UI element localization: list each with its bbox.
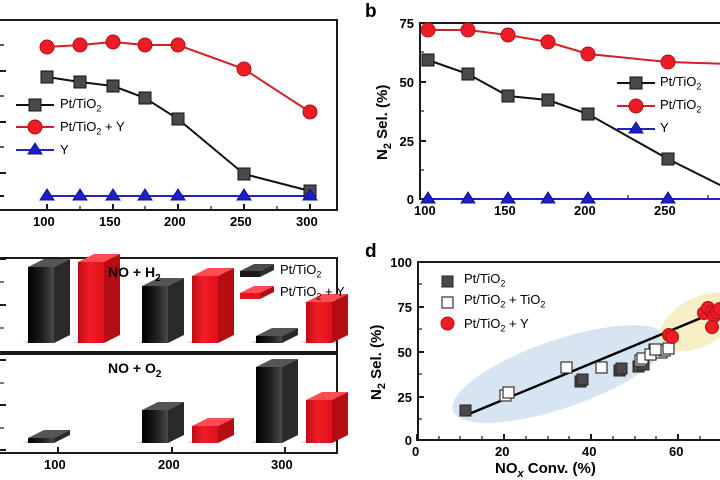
panel-a-legend-marks (16, 99, 54, 154)
panel-a-xtick-0: 100 (33, 214, 55, 229)
panel-d-y-ticks (417, 262, 424, 440)
panel-c-legend-item-1: Pt/TiO2 + Y (280, 284, 345, 302)
panel-c-bar-h2-dark-100 (28, 259, 70, 343)
panel-b-legend-item-2: Y (660, 120, 669, 135)
panel-c-bar-h2-dark-300 (256, 328, 298, 343)
panel-d-xtick-3: 60 (669, 444, 683, 459)
panel-a-y-ticks (0, 20, 6, 196)
panel-b-legend-item-0: Pt/TiO2 (660, 74, 701, 92)
panel-d-y-axis-title: N2 Sel. (%) (368, 325, 388, 400)
panel-b-xtick-2: 200 (574, 203, 596, 218)
panel-a-xtick-3: 250 (230, 214, 252, 229)
panel-d-xtick-0: 0 (412, 444, 419, 459)
panel-b-legend-item-1: Pt/TiO2 (660, 97, 701, 115)
panel-b-markers-blue (421, 192, 675, 203)
panel-b-legend-marks (617, 77, 655, 133)
panel-b-xtick-3: 250 (654, 203, 676, 218)
panel-c-xtick-1: 200 (158, 457, 180, 472)
panel-a-legend-item-1: Pt/TiO2 + Y (60, 119, 125, 137)
panel-c-annotation-o2: NO + O2 (108, 360, 161, 380)
panel-a-xtick-2: 200 (164, 214, 186, 229)
panel-d-ytick-0: 0 (376, 433, 412, 448)
panel-c-legend-item-0: Pt/TiO2 (280, 262, 321, 280)
panel-c: NO + H2 NO + O2 Pt/TiO2 Pt/TiO2 + Y 100 … (0, 240, 360, 479)
panel-c-bar-h2-red-200 (192, 268, 234, 343)
panel-b-ytick-0: 0 (384, 192, 414, 207)
panel-a-y-minor-ticks (0, 45, 4, 147)
panel-d-legend-item-2: Pt/TiO2 + Y (464, 316, 529, 334)
panel-c-x-ticks (58, 447, 285, 454)
panel-d-legend-marks (441, 276, 454, 330)
panel-c-bar-h2-dark-200 (142, 278, 184, 343)
panel-a-legend-item-0: Pt/TiO2 (60, 96, 101, 114)
panel-a-legend-item-2: Y (60, 142, 69, 157)
panel-d-ytick-3: 75 (376, 300, 412, 315)
panel-b-y-minor-ticks (419, 52, 424, 170)
panel-d: d (360, 240, 720, 479)
panel-d-legend-item-0: Pt/TiO2 (464, 271, 505, 289)
panel-d-xtick-2: 40 (582, 444, 596, 459)
panel-d-x-axis-title: NOx Conv. (%) (495, 460, 596, 480)
panel-b-y-axis-title: N2 Sel. (%) (374, 85, 394, 160)
panel-b-xtick-1: 150 (494, 203, 516, 218)
panel-c-annotation-h2: NO + H2 (108, 264, 161, 284)
panel-c-bar-o2-dark-100 (28, 430, 70, 443)
panel-d-xtick-1: 20 (495, 444, 509, 459)
panel-b-xtick-0: 100 (414, 203, 436, 218)
panel-b: b (360, 0, 720, 240)
panel-d-legend-item-1: Pt/TiO2 + TiO2 (464, 292, 545, 310)
panel-c-xtick-2: 300 (271, 457, 293, 472)
panel-a-markers-blue (40, 189, 317, 200)
panel-c-bar-o2-dark-300 (256, 359, 298, 443)
panel-c-xtick-0: 100 (44, 457, 66, 472)
panel-a-xtick-1: 150 (99, 214, 121, 229)
panel-d-ytick-4: 100 (376, 255, 412, 270)
panel-c-bar-o2-red-300 (306, 392, 348, 443)
panel-c-bar-o2-red-200 (192, 418, 234, 443)
panel-a-x-ticks (47, 204, 310, 211)
panel-a-canvas (0, 0, 360, 240)
panel-a: Pt/TiO2 Pt/TiO2 + Y Y 100 150 200 250 30… (0, 0, 360, 240)
panel-b-ytick-3: 75 (384, 16, 414, 31)
panel-c-y-minor-ticks (0, 282, 4, 428)
panel-c-y-ticks (0, 259, 6, 450)
panel-c-legend-swatch-dark (240, 264, 274, 277)
panel-c-bar-o2-dark-200 (142, 402, 184, 443)
panel-c-legend-swatch-red (240, 286, 274, 299)
panel-a-xtick-4: 300 (296, 214, 318, 229)
